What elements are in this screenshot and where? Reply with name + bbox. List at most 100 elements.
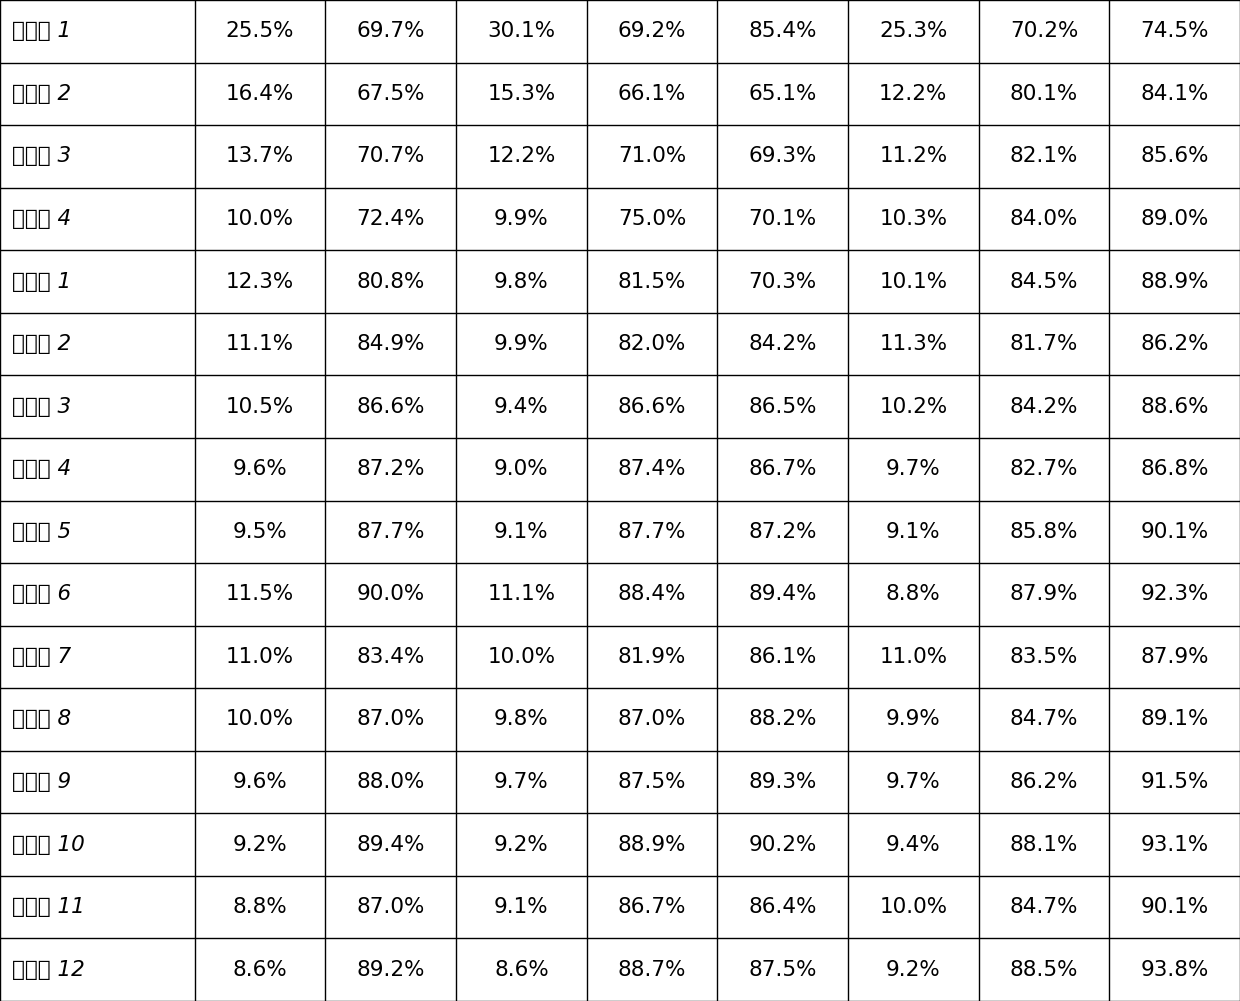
Text: 25.5%: 25.5% bbox=[226, 21, 294, 41]
Text: 10.1%: 10.1% bbox=[879, 271, 947, 291]
Text: 85.8%: 85.8% bbox=[1009, 522, 1079, 542]
Text: 87.9%: 87.9% bbox=[1141, 647, 1209, 667]
Text: 93.8%: 93.8% bbox=[1141, 960, 1209, 980]
Text: 90.0%: 90.0% bbox=[357, 585, 425, 605]
Text: 74.5%: 74.5% bbox=[1141, 21, 1209, 41]
Text: 81.5%: 81.5% bbox=[618, 271, 686, 291]
Text: 9.2%: 9.2% bbox=[494, 835, 549, 855]
Text: 对比例 2: 对比例 2 bbox=[12, 84, 72, 104]
Text: 实施例 12: 实施例 12 bbox=[12, 960, 86, 980]
Text: 9.1%: 9.1% bbox=[494, 897, 549, 917]
Text: 9.2%: 9.2% bbox=[233, 835, 288, 855]
Text: 93.1%: 93.1% bbox=[1141, 835, 1209, 855]
Text: 实施例 10: 实施例 10 bbox=[12, 835, 86, 855]
Text: 12.2%: 12.2% bbox=[487, 146, 556, 166]
Text: 9.7%: 9.7% bbox=[887, 459, 941, 479]
Text: 84.0%: 84.0% bbox=[1009, 209, 1079, 229]
Text: 86.4%: 86.4% bbox=[749, 897, 817, 917]
Text: 10.0%: 10.0% bbox=[487, 647, 556, 667]
Text: 实施例 11: 实施例 11 bbox=[12, 897, 86, 917]
Text: 11.2%: 11.2% bbox=[879, 146, 947, 166]
Text: 84.2%: 84.2% bbox=[749, 334, 817, 354]
Text: 11.1%: 11.1% bbox=[226, 334, 294, 354]
Text: 65.1%: 65.1% bbox=[749, 84, 817, 104]
Text: 实施例 4: 实施例 4 bbox=[12, 459, 72, 479]
Text: 86.1%: 86.1% bbox=[749, 647, 817, 667]
Text: 89.2%: 89.2% bbox=[356, 960, 425, 980]
Text: 70.3%: 70.3% bbox=[749, 271, 817, 291]
Text: 11.3%: 11.3% bbox=[879, 334, 947, 354]
Text: 80.1%: 80.1% bbox=[1009, 84, 1078, 104]
Text: 8.8%: 8.8% bbox=[887, 585, 941, 605]
Text: 10.3%: 10.3% bbox=[879, 209, 947, 229]
Text: 87.0%: 87.0% bbox=[357, 897, 425, 917]
Text: 9.4%: 9.4% bbox=[494, 396, 549, 416]
Text: 13.7%: 13.7% bbox=[226, 146, 294, 166]
Text: 89.3%: 89.3% bbox=[749, 772, 817, 792]
Text: 10.5%: 10.5% bbox=[226, 396, 294, 416]
Text: 9.9%: 9.9% bbox=[494, 209, 549, 229]
Text: 实施例 6: 实施例 6 bbox=[12, 585, 72, 605]
Text: 11.0%: 11.0% bbox=[879, 647, 947, 667]
Text: 87.0%: 87.0% bbox=[357, 710, 425, 730]
Text: 84.5%: 84.5% bbox=[1009, 271, 1079, 291]
Text: 81.7%: 81.7% bbox=[1009, 334, 1079, 354]
Text: 88.1%: 88.1% bbox=[1009, 835, 1079, 855]
Text: 9.5%: 9.5% bbox=[233, 522, 288, 542]
Text: 11.0%: 11.0% bbox=[226, 647, 294, 667]
Text: 10.0%: 10.0% bbox=[226, 209, 294, 229]
Text: 88.6%: 88.6% bbox=[1141, 396, 1209, 416]
Text: 66.1%: 66.1% bbox=[618, 84, 686, 104]
Text: 对比例 4: 对比例 4 bbox=[12, 209, 72, 229]
Text: 90.1%: 90.1% bbox=[1141, 522, 1209, 542]
Text: 实施例 1: 实施例 1 bbox=[12, 271, 72, 291]
Text: 10.2%: 10.2% bbox=[879, 396, 947, 416]
Text: 9.7%: 9.7% bbox=[887, 772, 941, 792]
Text: 71.0%: 71.0% bbox=[618, 146, 686, 166]
Text: 83.4%: 83.4% bbox=[357, 647, 425, 667]
Text: 对比例 1: 对比例 1 bbox=[12, 21, 72, 41]
Text: 9.1%: 9.1% bbox=[887, 522, 941, 542]
Text: 9.1%: 9.1% bbox=[494, 522, 549, 542]
Text: 72.4%: 72.4% bbox=[356, 209, 425, 229]
Text: 88.0%: 88.0% bbox=[357, 772, 425, 792]
Text: 69.7%: 69.7% bbox=[356, 21, 425, 41]
Text: 87.5%: 87.5% bbox=[749, 960, 817, 980]
Text: 69.2%: 69.2% bbox=[618, 21, 686, 41]
Text: 9.9%: 9.9% bbox=[494, 334, 549, 354]
Text: 25.3%: 25.3% bbox=[879, 21, 947, 41]
Text: 82.1%: 82.1% bbox=[1009, 146, 1079, 166]
Text: 84.1%: 84.1% bbox=[1141, 84, 1209, 104]
Text: 87.5%: 87.5% bbox=[618, 772, 686, 792]
Text: 83.5%: 83.5% bbox=[1009, 647, 1079, 667]
Text: 86.6%: 86.6% bbox=[618, 396, 686, 416]
Text: 84.7%: 84.7% bbox=[1009, 710, 1079, 730]
Text: 86.2%: 86.2% bbox=[1009, 772, 1079, 792]
Text: 82.0%: 82.0% bbox=[618, 334, 686, 354]
Text: 9.9%: 9.9% bbox=[887, 710, 941, 730]
Text: 9.8%: 9.8% bbox=[494, 710, 549, 730]
Text: 89.0%: 89.0% bbox=[1141, 209, 1209, 229]
Text: 86.8%: 86.8% bbox=[1141, 459, 1209, 479]
Text: 16.4%: 16.4% bbox=[226, 84, 294, 104]
Text: 85.4%: 85.4% bbox=[749, 21, 817, 41]
Text: 9.6%: 9.6% bbox=[233, 459, 288, 479]
Text: 9.6%: 9.6% bbox=[233, 772, 288, 792]
Text: 90.1%: 90.1% bbox=[1141, 897, 1209, 917]
Text: 87.9%: 87.9% bbox=[1009, 585, 1079, 605]
Text: 12.3%: 12.3% bbox=[226, 271, 294, 291]
Text: 84.2%: 84.2% bbox=[1009, 396, 1079, 416]
Text: 84.9%: 84.9% bbox=[356, 334, 425, 354]
Text: 89.4%: 89.4% bbox=[356, 835, 425, 855]
Text: 87.0%: 87.0% bbox=[618, 710, 686, 730]
Text: 86.7%: 86.7% bbox=[618, 897, 686, 917]
Text: 实施例 2: 实施例 2 bbox=[12, 334, 72, 354]
Text: 86.5%: 86.5% bbox=[749, 396, 817, 416]
Text: 9.2%: 9.2% bbox=[887, 960, 941, 980]
Text: 86.7%: 86.7% bbox=[749, 459, 817, 479]
Text: 89.4%: 89.4% bbox=[749, 585, 817, 605]
Text: 9.4%: 9.4% bbox=[887, 835, 941, 855]
Text: 85.6%: 85.6% bbox=[1141, 146, 1209, 166]
Text: 87.7%: 87.7% bbox=[356, 522, 425, 542]
Text: 84.7%: 84.7% bbox=[1009, 897, 1079, 917]
